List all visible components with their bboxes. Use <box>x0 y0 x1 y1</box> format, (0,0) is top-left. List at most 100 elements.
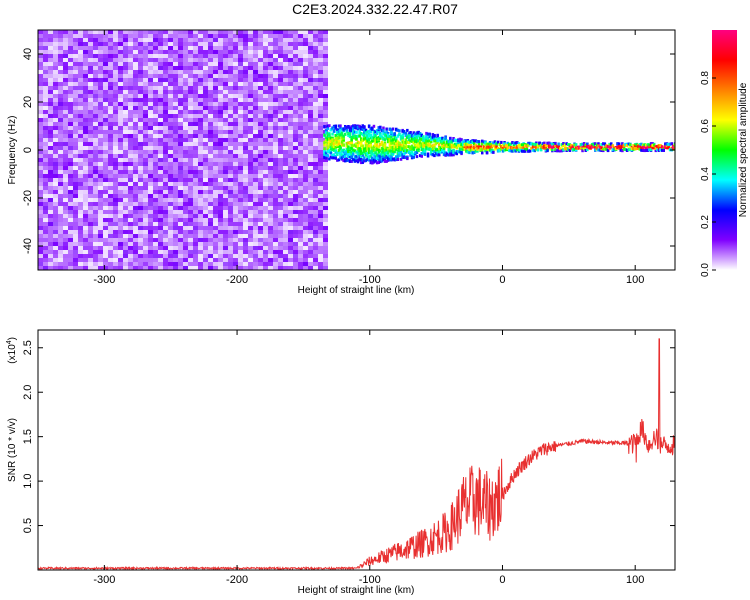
heatmap-cell <box>233 222 238 226</box>
heatmap-cell <box>103 142 108 146</box>
heatmap-cell <box>153 198 158 202</box>
heatmap-cell <box>263 154 268 158</box>
heatmap-cell <box>213 126 218 130</box>
heatmap-cell <box>298 154 303 158</box>
heatmap-cell <box>492 141 495 145</box>
heatmap-cell <box>133 54 138 58</box>
heatmap-cell <box>233 98 238 102</box>
heatmap-cell <box>509 146 513 149</box>
heatmap-cell <box>108 86 113 90</box>
heatmap-cell <box>213 38 218 42</box>
heatmap-cell <box>213 50 218 54</box>
heatmap-cell <box>78 182 83 186</box>
heatmap-cell <box>501 144 505 147</box>
heatmap-cell <box>347 133 350 137</box>
heatmap-cell <box>123 58 128 62</box>
heatmap-cell <box>98 202 103 206</box>
heatmap-cell <box>153 26 158 30</box>
heatmap-cell <box>476 145 479 149</box>
heatmap-cell <box>68 130 73 134</box>
heatmap-cell <box>173 146 178 150</box>
heatmap-cell <box>178 266 183 270</box>
heatmap-cell <box>38 234 43 238</box>
heatmap-cell <box>323 246 328 250</box>
heatmap-cell <box>103 174 108 178</box>
heatmap-cell <box>73 190 78 194</box>
heatmap-cell <box>263 202 268 206</box>
heatmap-cell <box>118 110 123 114</box>
heatmap-cell <box>379 136 382 140</box>
heatmap-cell <box>93 174 98 178</box>
heatmap-cell <box>273 54 278 58</box>
heatmap-cell <box>118 42 123 46</box>
heatmap-cell <box>233 150 238 154</box>
heatmap-cell <box>323 158 328 162</box>
heatmap-cell <box>293 218 298 222</box>
heatmap-cell <box>283 178 288 182</box>
heatmap-cell <box>93 238 98 242</box>
heatmap-cell <box>193 174 198 178</box>
heatmap-cell <box>133 254 138 258</box>
heatmap-cell <box>103 70 108 74</box>
heatmap-cell <box>268 182 273 186</box>
heatmap-cell <box>113 74 118 78</box>
heatmap-cell <box>283 218 288 222</box>
heatmap-cell <box>298 214 303 218</box>
heatmap-cell <box>68 26 73 30</box>
heatmap-cell <box>163 198 168 202</box>
heatmap-cell <box>298 158 303 162</box>
heatmap-cell <box>143 178 148 182</box>
heatmap-cell <box>390 156 393 160</box>
heatmap-cell <box>153 150 158 154</box>
heatmap-cell <box>218 26 223 30</box>
heatmap-cell <box>223 38 228 42</box>
heatmap-cell <box>133 214 138 218</box>
heatmap-cell <box>143 214 148 218</box>
heatmap-cell <box>153 114 158 118</box>
heatmap-cell <box>273 110 278 114</box>
heatmap-cell <box>401 155 404 159</box>
heatmap-cell <box>298 34 303 38</box>
heatmap-cell <box>441 136 444 140</box>
heatmap-cell <box>203 106 208 110</box>
heatmap-cell <box>193 150 198 154</box>
heatmap-cell <box>228 230 233 234</box>
heatmap-cell <box>173 82 178 86</box>
heatmap-cell <box>263 114 268 118</box>
heatmap-cell <box>63 98 68 102</box>
heatmap-cell <box>248 158 253 162</box>
heatmap-cell <box>426 137 430 141</box>
heatmap-cell <box>148 250 153 254</box>
heatmap-cell <box>38 182 43 186</box>
heatmap-cell <box>168 230 173 234</box>
heatmap-cell <box>128 242 133 246</box>
heatmap-cell <box>128 34 133 38</box>
heatmap-cell <box>388 146 392 150</box>
heatmap-cell <box>308 26 313 30</box>
heatmap-cell <box>278 102 283 106</box>
heatmap-cell <box>93 46 98 50</box>
heatmap-cell <box>293 194 298 198</box>
heatmap-cell <box>178 250 183 254</box>
heatmap-cell <box>228 226 233 230</box>
heatmap-cell <box>108 206 113 210</box>
heatmap-cell <box>133 190 138 194</box>
heatmap-cell <box>514 149 517 153</box>
heatmap-cell <box>73 262 78 266</box>
heatmap-cell <box>382 143 385 147</box>
heatmap-cell <box>323 178 328 182</box>
heatmap-cell <box>293 42 298 46</box>
heatmap-cell <box>428 133 431 137</box>
heatmap-cell <box>148 222 153 226</box>
heatmap-cell <box>331 156 334 160</box>
heatmap-cell <box>318 138 323 142</box>
heatmap-cell <box>238 50 243 54</box>
heatmap-cell <box>278 186 283 190</box>
heatmap-cell <box>288 202 293 206</box>
heatmap-cell <box>123 242 128 246</box>
heatmap-cell <box>248 246 253 250</box>
heatmap-cell <box>38 42 43 46</box>
heatmap-cell <box>193 66 198 70</box>
heatmap-cell <box>248 170 253 174</box>
heatmap-cell <box>108 106 113 110</box>
